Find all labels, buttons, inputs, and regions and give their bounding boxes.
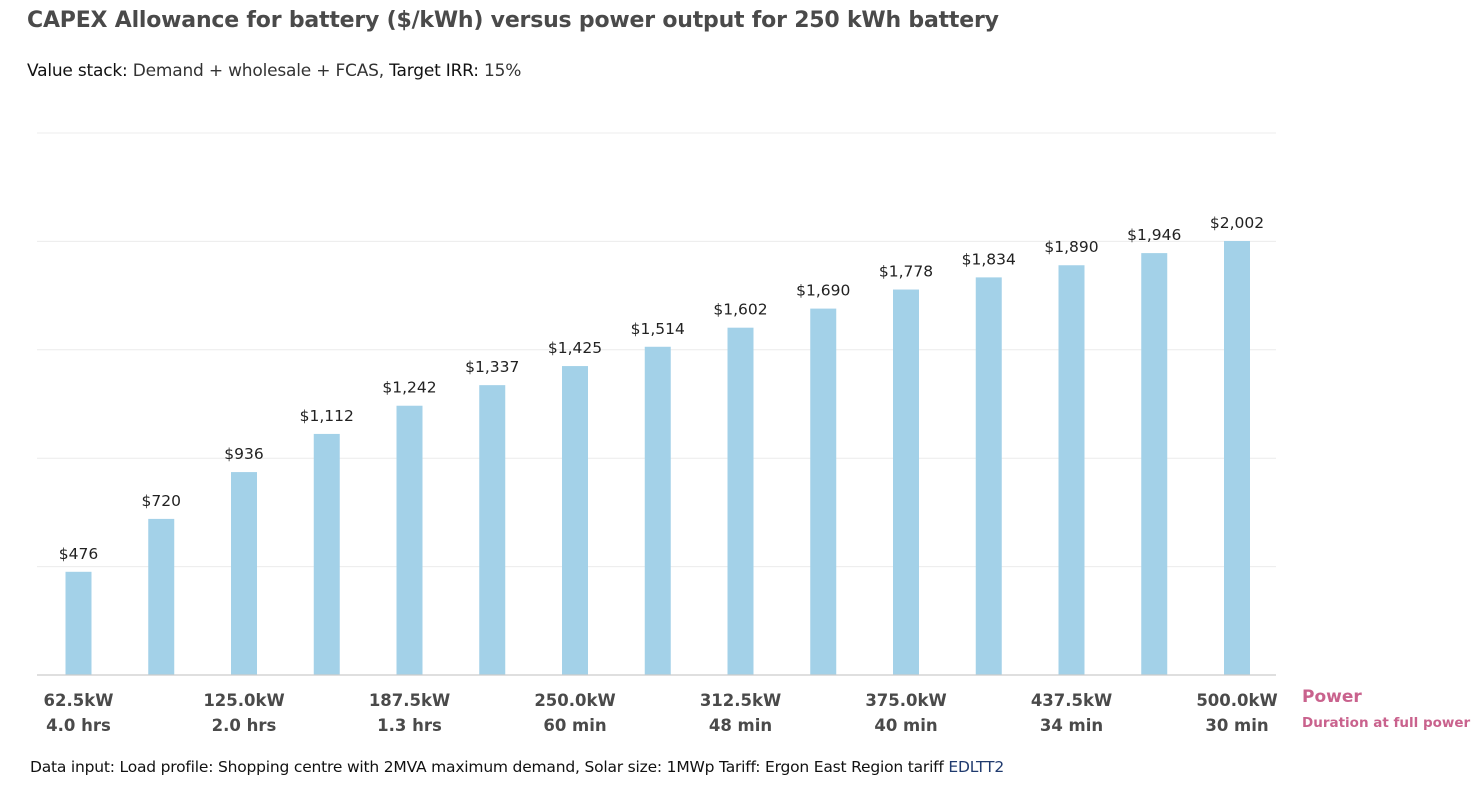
subtitle-target-irr-label: Target IRR: [389, 61, 479, 81]
x-tick-label-power: 187.5kW [369, 691, 450, 710]
footnote-text: Data input: Load profile: Shopping centr… [30, 758, 949, 776]
x-tick-label-duration: 30 min [1205, 716, 1268, 735]
data-label: $1,890 [1044, 238, 1098, 256]
x-tick-label-power: 375.0kW [865, 691, 946, 710]
bar [1058, 265, 1085, 675]
subtitle-value-stack-value: Demand + wholesale + FCAS, [127, 61, 390, 81]
data-label: $1,112 [300, 407, 354, 425]
x-tick-label-duration: 60 min [543, 716, 606, 735]
data-label: $1,425 [548, 339, 602, 357]
data-label: $1,778 [879, 263, 933, 281]
bar [479, 385, 506, 675]
bar [810, 308, 837, 675]
bar [65, 571, 92, 675]
subtitle-value-stack-label: Value stack: [27, 61, 128, 81]
subtitle-target-irr-value: 15% [478, 61, 522, 81]
data-label: $476 [59, 545, 98, 563]
data-label: $720 [142, 492, 181, 510]
tariff-link[interactable]: EDLTT2 [948, 758, 1004, 776]
bar [562, 366, 588, 675]
x-axis-title-power: Power [1302, 687, 1362, 707]
x-tick-label-duration: 34 min [1040, 716, 1103, 735]
data-label: $1,242 [382, 379, 436, 397]
data-label: $2,002 [1210, 214, 1264, 232]
x-tick-label-duration: 48 min [709, 716, 772, 735]
bar [148, 518, 175, 675]
x-tick-label-duration: 4.0 hrs [46, 716, 111, 735]
data-label: $1,514 [631, 320, 685, 338]
bar [975, 277, 1002, 675]
bar [727, 327, 754, 675]
chart-subtitle: Value stack: Demand + wholesale + FCAS, … [27, 61, 521, 81]
x-tick-label-power: 62.5kW [44, 691, 114, 710]
x-axis-title-duration: Duration at full power [1302, 715, 1471, 731]
data-label: $1,602 [713, 301, 767, 319]
chart-title: CAPEX Allowance for battery ($/kWh) vers… [27, 8, 999, 33]
bar [1141, 253, 1168, 676]
x-tick-label-power: 312.5kW [700, 691, 781, 710]
x-tick-label-power: 500.0kW [1196, 691, 1277, 710]
data-label: $1,690 [796, 282, 850, 300]
bar [313, 433, 340, 675]
bar [644, 346, 671, 675]
data-label: $1,337 [465, 358, 519, 376]
x-tick-label-duration: 1.3 hrs [377, 716, 442, 735]
x-tick-label-duration: 40 min [874, 716, 937, 735]
x-tick-label-power: 437.5kW [1031, 691, 1112, 710]
data-label: $936 [224, 445, 263, 463]
x-tick-label-power: 125.0kW [203, 691, 284, 710]
x-tick-label-duration: 2.0 hrs [212, 716, 277, 735]
x-tick-label-power: 250.0kW [534, 691, 615, 710]
data-label: $1,946 [1127, 226, 1181, 244]
bar [231, 472, 257, 675]
data-label: $1,834 [962, 250, 1016, 268]
data-input-footnote: Data input: Load profile: Shopping centr… [30, 758, 1004, 776]
bar [1224, 240, 1250, 675]
bar [893, 289, 919, 675]
bar [396, 405, 423, 675]
